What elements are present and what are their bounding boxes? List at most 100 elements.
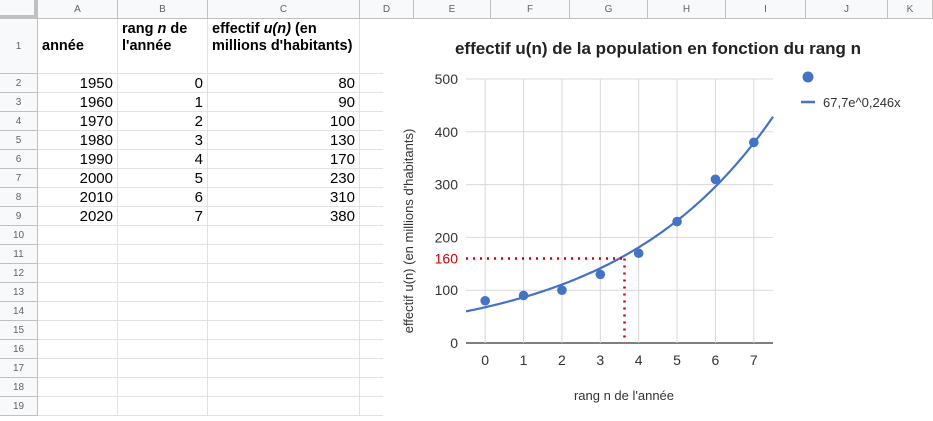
cell-annee[interactable]: 2020	[79, 208, 113, 225]
cell-rang[interactable]: 5	[194, 170, 203, 187]
row-header-8[interactable]: 8	[0, 188, 38, 207]
select-all-corner[interactable]	[0, 0, 38, 19]
cell-b1-header[interactable]: rang n de l'année	[118, 21, 208, 73]
y-tick-label: 0	[450, 335, 458, 351]
cell-annee[interactable]: 2010	[79, 189, 113, 206]
column-header-j[interactable]: J	[806, 0, 888, 19]
chart-legend: 67,7e^0,246x	[801, 71, 901, 110]
row-header-14[interactable]: 14	[0, 302, 38, 321]
chart-title: effectif u(n) de la population en foncti…	[455, 39, 861, 58]
data-point[interactable]	[518, 290, 529, 301]
cell-effectif[interactable]: 130	[329, 132, 355, 149]
column-header-d[interactable]: D	[360, 0, 414, 19]
column-header-e[interactable]: E	[414, 0, 491, 19]
x-tick-label: 4	[635, 352, 643, 368]
cell-effectif[interactable]: 100	[329, 113, 355, 130]
cell-rang[interactable]: 6	[194, 189, 203, 206]
cell-annee[interactable]: 1950	[79, 75, 113, 92]
cell-effectif[interactable]: 170	[329, 151, 355, 168]
row-header-6[interactable]: 6	[0, 150, 38, 169]
cell-rang[interactable]: 2	[194, 113, 203, 130]
row-header-12[interactable]: 12	[0, 264, 38, 283]
row-header-1[interactable]: 1	[0, 19, 38, 74]
cell-rang[interactable]: 1	[194, 94, 203, 111]
grid-col-line	[359, 19, 360, 416]
legend-trendline-label: 67,7e^0,246x	[823, 95, 901, 110]
header-eff-u: u(n)	[263, 21, 291, 37]
data-point[interactable]	[710, 174, 721, 185]
cell-effectif[interactable]: 310	[329, 189, 355, 206]
column-header-i[interactable]: I	[726, 0, 806, 19]
row-header-9[interactable]: 9	[0, 207, 38, 226]
scatter-chart[interactable]: effectif u(n) de la population en foncti…	[383, 19, 933, 416]
cell-annee[interactable]: 1990	[79, 151, 113, 168]
cell-annee[interactable]: 1980	[79, 132, 113, 149]
x-tick-label: 2	[558, 352, 566, 368]
x-tick-label: 3	[596, 352, 604, 368]
row-header-5[interactable]: 5	[0, 131, 38, 150]
y-tick-label: 300	[435, 177, 459, 193]
y-tick-label: 100	[435, 282, 459, 298]
cell-rang[interactable]: 0	[194, 75, 203, 92]
column-header-h[interactable]: H	[648, 0, 726, 19]
data-point[interactable]	[633, 248, 644, 259]
grid-col-line	[207, 19, 208, 416]
row-header-7[interactable]: 7	[0, 169, 38, 188]
cell-effectif[interactable]: 230	[329, 170, 355, 187]
cell-rang[interactable]: 7	[194, 208, 203, 225]
y-tick-label: 400	[435, 124, 459, 140]
data-point[interactable]	[672, 216, 682, 227]
y-tick-label: 200	[435, 229, 459, 245]
legend-marker-points	[802, 71, 814, 83]
cell-rang[interactable]: 4	[194, 151, 203, 168]
row-header-19[interactable]: 19	[0, 397, 38, 416]
header-rang-post: de l'année	[122, 21, 188, 54]
data-point[interactable]	[557, 285, 567, 296]
header-rang-pre: rang	[122, 21, 158, 37]
cell-effectif[interactable]: 90	[338, 94, 355, 111]
cell-a1-header[interactable]: année	[38, 21, 118, 73]
row-header-4[interactable]: 4	[0, 112, 38, 131]
column-header-g[interactable]: G	[570, 0, 648, 19]
cell-rang[interactable]: 3	[194, 132, 203, 149]
row-header-3[interactable]: 3	[0, 93, 38, 112]
row-header-17[interactable]: 17	[0, 359, 38, 378]
header-eff-post: (en millions d'habitants)	[212, 21, 353, 54]
column-header-a[interactable]: A	[38, 0, 118, 19]
header-eff-pre: effectif	[212, 21, 264, 37]
x-tick-label: 1	[520, 352, 528, 368]
row-header-13[interactable]: 13	[0, 283, 38, 302]
column-header-f[interactable]: F	[491, 0, 570, 19]
x-tick-label: 0	[481, 352, 489, 368]
header-annee: année	[42, 38, 84, 54]
row-header-11[interactable]: 11	[0, 245, 38, 264]
column-header-k[interactable]: K	[888, 0, 933, 19]
column-header-c[interactable]: C	[208, 0, 360, 19]
column-header-b[interactable]: B	[118, 0, 208, 19]
row-header-2[interactable]: 2	[0, 74, 38, 93]
y-axis-label: effectif u(n) (en millions d'habitants)	[401, 129, 416, 334]
trendline	[465, 116, 774, 313]
header-rang-n: n	[157, 21, 167, 37]
row-header-15[interactable]: 15	[0, 321, 38, 340]
annotation-label: 160	[435, 251, 459, 267]
cell-effectif[interactable]: 380	[329, 208, 355, 225]
cell-annee[interactable]: 1960	[79, 94, 113, 111]
chart-panel[interactable]: effectif u(n) de la population en foncti…	[383, 19, 933, 416]
x-tick-label: 6	[712, 352, 720, 368]
grid-col-line	[117, 19, 118, 416]
data-point[interactable]	[749, 137, 759, 148]
cell-effectif[interactable]: 80	[338, 75, 355, 92]
row-header-10[interactable]: 10	[0, 226, 38, 245]
cell-annee[interactable]: 1970	[79, 113, 113, 130]
x-tick-label: 5	[673, 352, 681, 368]
cell-annee[interactable]: 2000	[79, 170, 113, 187]
data-point[interactable]	[480, 295, 490, 306]
cell-c1-header[interactable]: effectif u(n) (en millions d'habitants)	[208, 21, 360, 73]
x-tick-label: 7	[750, 352, 758, 368]
row-header-18[interactable]: 18	[0, 378, 38, 397]
row-header-16[interactable]: 16	[0, 340, 38, 359]
y-tick-label: 500	[435, 71, 459, 87]
data-point[interactable]	[595, 269, 606, 280]
